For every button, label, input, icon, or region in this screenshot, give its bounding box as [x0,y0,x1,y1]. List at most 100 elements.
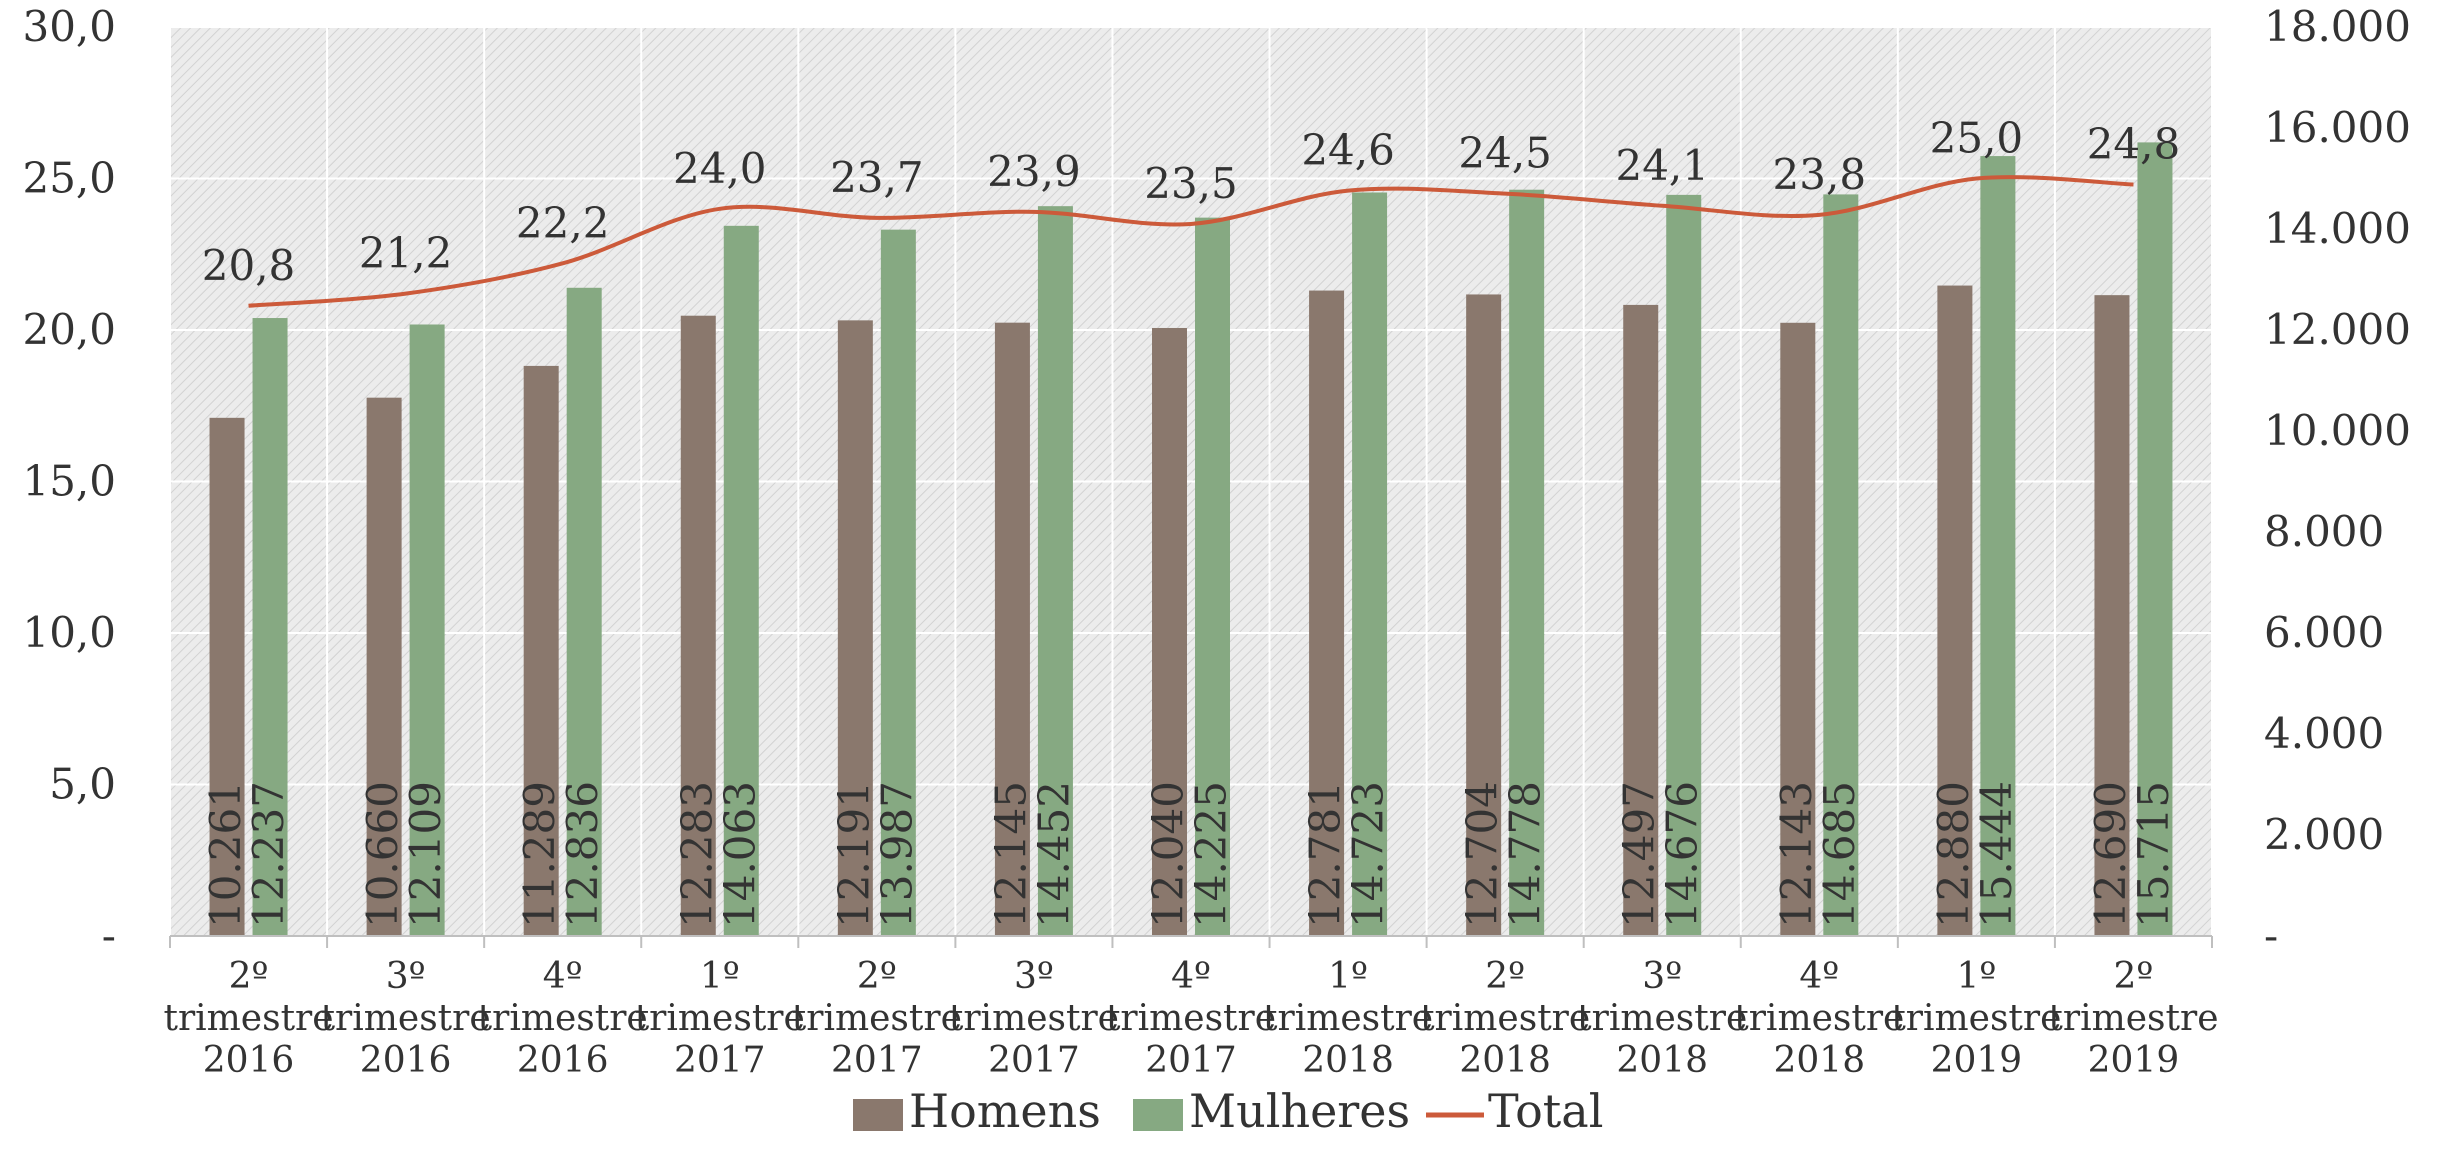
data-label-mulheres: 14.225 [1187,781,1236,928]
bar-homens [1309,290,1345,936]
data-label-total: 23,9 [987,147,1081,196]
category-label-line: trimestre [163,998,333,1039]
line-total [248,175,2134,308]
data-label-homens: 12.145 [986,781,1035,928]
legend-label-total: Total [1488,1084,1603,1138]
category-label-line: 2016 [203,1040,295,1081]
bar-mulheres [1666,194,1702,936]
left-axis-tick-label: - [102,911,116,960]
x-axis-category-label: 4º trimestre 2018 [1734,956,1904,1081]
x-axis-category-label: 1º trimestre 2017 [635,956,805,1081]
category-label-line: 1º [1956,956,1996,997]
data-label-mulheres: 14.676 [1658,781,1707,928]
category-label-line: trimestre [2048,998,2218,1039]
x-axis-category-label: 2º trimestre 2018 [1420,956,1590,1081]
bar-mulheres [1823,194,1859,937]
bar-homens [366,397,402,936]
x-axis-category-label: 4º trimestre 2017 [1106,956,1276,1081]
category-label-line: 4º [1799,956,1839,997]
bar-homens [1466,294,1502,936]
data-label-mulheres: 13.987 [872,781,921,928]
category-label-line: 3º [1642,956,1682,997]
right-axis-tick-label: 16.000 [2264,103,2411,152]
bar-mulheres [723,225,759,937]
data-label-mulheres: 14.063 [715,781,764,928]
category-label-line: trimestre [1577,998,1747,1039]
right-axis-tick-label: 4.000 [2264,709,2384,758]
right-axis-tick-label: 6.000 [2264,608,2384,657]
bar-homens [1780,322,1816,936]
category-label-line: 3º [386,956,426,997]
x-axis-category-label: 1º trimestre 2018 [1263,956,1433,1081]
category-label-line: 2017 [674,1040,766,1081]
bar-mulheres [409,324,445,937]
data-label-homens: 12.781 [1301,781,1350,928]
bar-mulheres [1352,192,1388,936]
data-label-homens: 10.660 [358,781,407,928]
data-label-homens: 12.040 [1144,781,1193,928]
legend-label-mulheres: Mulheres [1189,1084,1410,1138]
category-label-line: 2º [2114,956,2154,997]
category-label-line: 4º [1171,956,1211,997]
bar-mulheres [1195,217,1230,936]
data-label-total: 24,0 [673,144,767,193]
left-axis-tick-label: 30,0 [22,2,116,51]
data-label-homens: 12.283 [672,781,721,928]
category-label-line: 1º [700,956,740,997]
category-label-line: trimestre [478,998,648,1039]
category-label-line: 2017 [1145,1040,1237,1081]
x-axis-category-label: 3º trimestre 2016 [321,956,491,1081]
bar-homens [994,322,1030,936]
left-axis-tick-label: 15,0 [22,457,116,506]
data-label-homens: 10.261 [201,781,250,928]
data-label-mulheres: 12.836 [558,781,607,928]
category-label-line: 2019 [2088,1040,2180,1081]
category-label-line: trimestre [1263,998,1433,1039]
right-axis-tick-label: 18.000 [2264,2,2411,51]
bar-homens [523,365,559,936]
data-label-mulheres: 14.685 [1815,781,1864,928]
x-axis-category-label: 1º trimestre 2019 [1891,956,2061,1081]
bar-mulheres [880,229,916,936]
data-label-mulheres: 15.444 [1972,781,2021,928]
category-label-line: trimestre [949,998,1119,1039]
left-axis-tick-label: 20,0 [22,305,116,354]
data-label-total: 22,2 [516,198,610,247]
bar-mulheres [1980,156,2016,936]
category-label-line: 2º [1485,956,1525,997]
data-label-mulheres: 14.778 [1501,781,1550,928]
data-label-mulheres: 12.109 [401,781,450,928]
category-label-line: 1º [1328,956,1368,997]
category-label-line: 2016 [517,1040,609,1081]
bar-mulheres [1509,189,1545,936]
bar-mulheres [252,318,288,936]
data-label-homens: 11.289 [515,781,564,928]
data-label-total: 21,2 [359,229,453,278]
data-label-total: 24,6 [1301,126,1395,175]
data-label-mulheres: 12.237 [244,781,293,928]
bar-mulheres [566,287,602,937]
right-axis-tick-label: 8.000 [2264,507,2384,556]
bar-homens [680,315,716,936]
bar-homens [1623,304,1659,936]
data-label-total: 25,0 [1930,114,2024,163]
category-label-line: 2017 [988,1040,1080,1081]
left-axis-tick-label: 5,0 [49,760,116,809]
legend-label-homens: Homens [909,1084,1101,1138]
category-label-line: trimestre [1420,998,1590,1039]
data-label-homens: 12.143 [1772,781,1821,928]
bar-homens [209,417,245,937]
category-label-line: trimestre [635,998,805,1039]
bar-homens [837,320,873,936]
x-axis-category-label: 3º trimestre 2017 [949,956,1119,1081]
x-axis-category-label: 2º trimestre 2019 [2048,956,2218,1081]
data-label-mulheres: 14.452 [1029,781,1078,928]
category-label-line: 2018 [1459,1040,1551,1081]
x-axis-category-label: 2º trimestre 2017 [792,956,962,1081]
data-label-homens: 12.704 [1458,781,1507,928]
category-label-line: 2019 [1931,1040,2023,1081]
category-label-line: trimestre [792,998,962,1039]
legend-swatch-mulheres [1133,1099,1183,1131]
data-label-total: 24,1 [1615,141,1709,190]
